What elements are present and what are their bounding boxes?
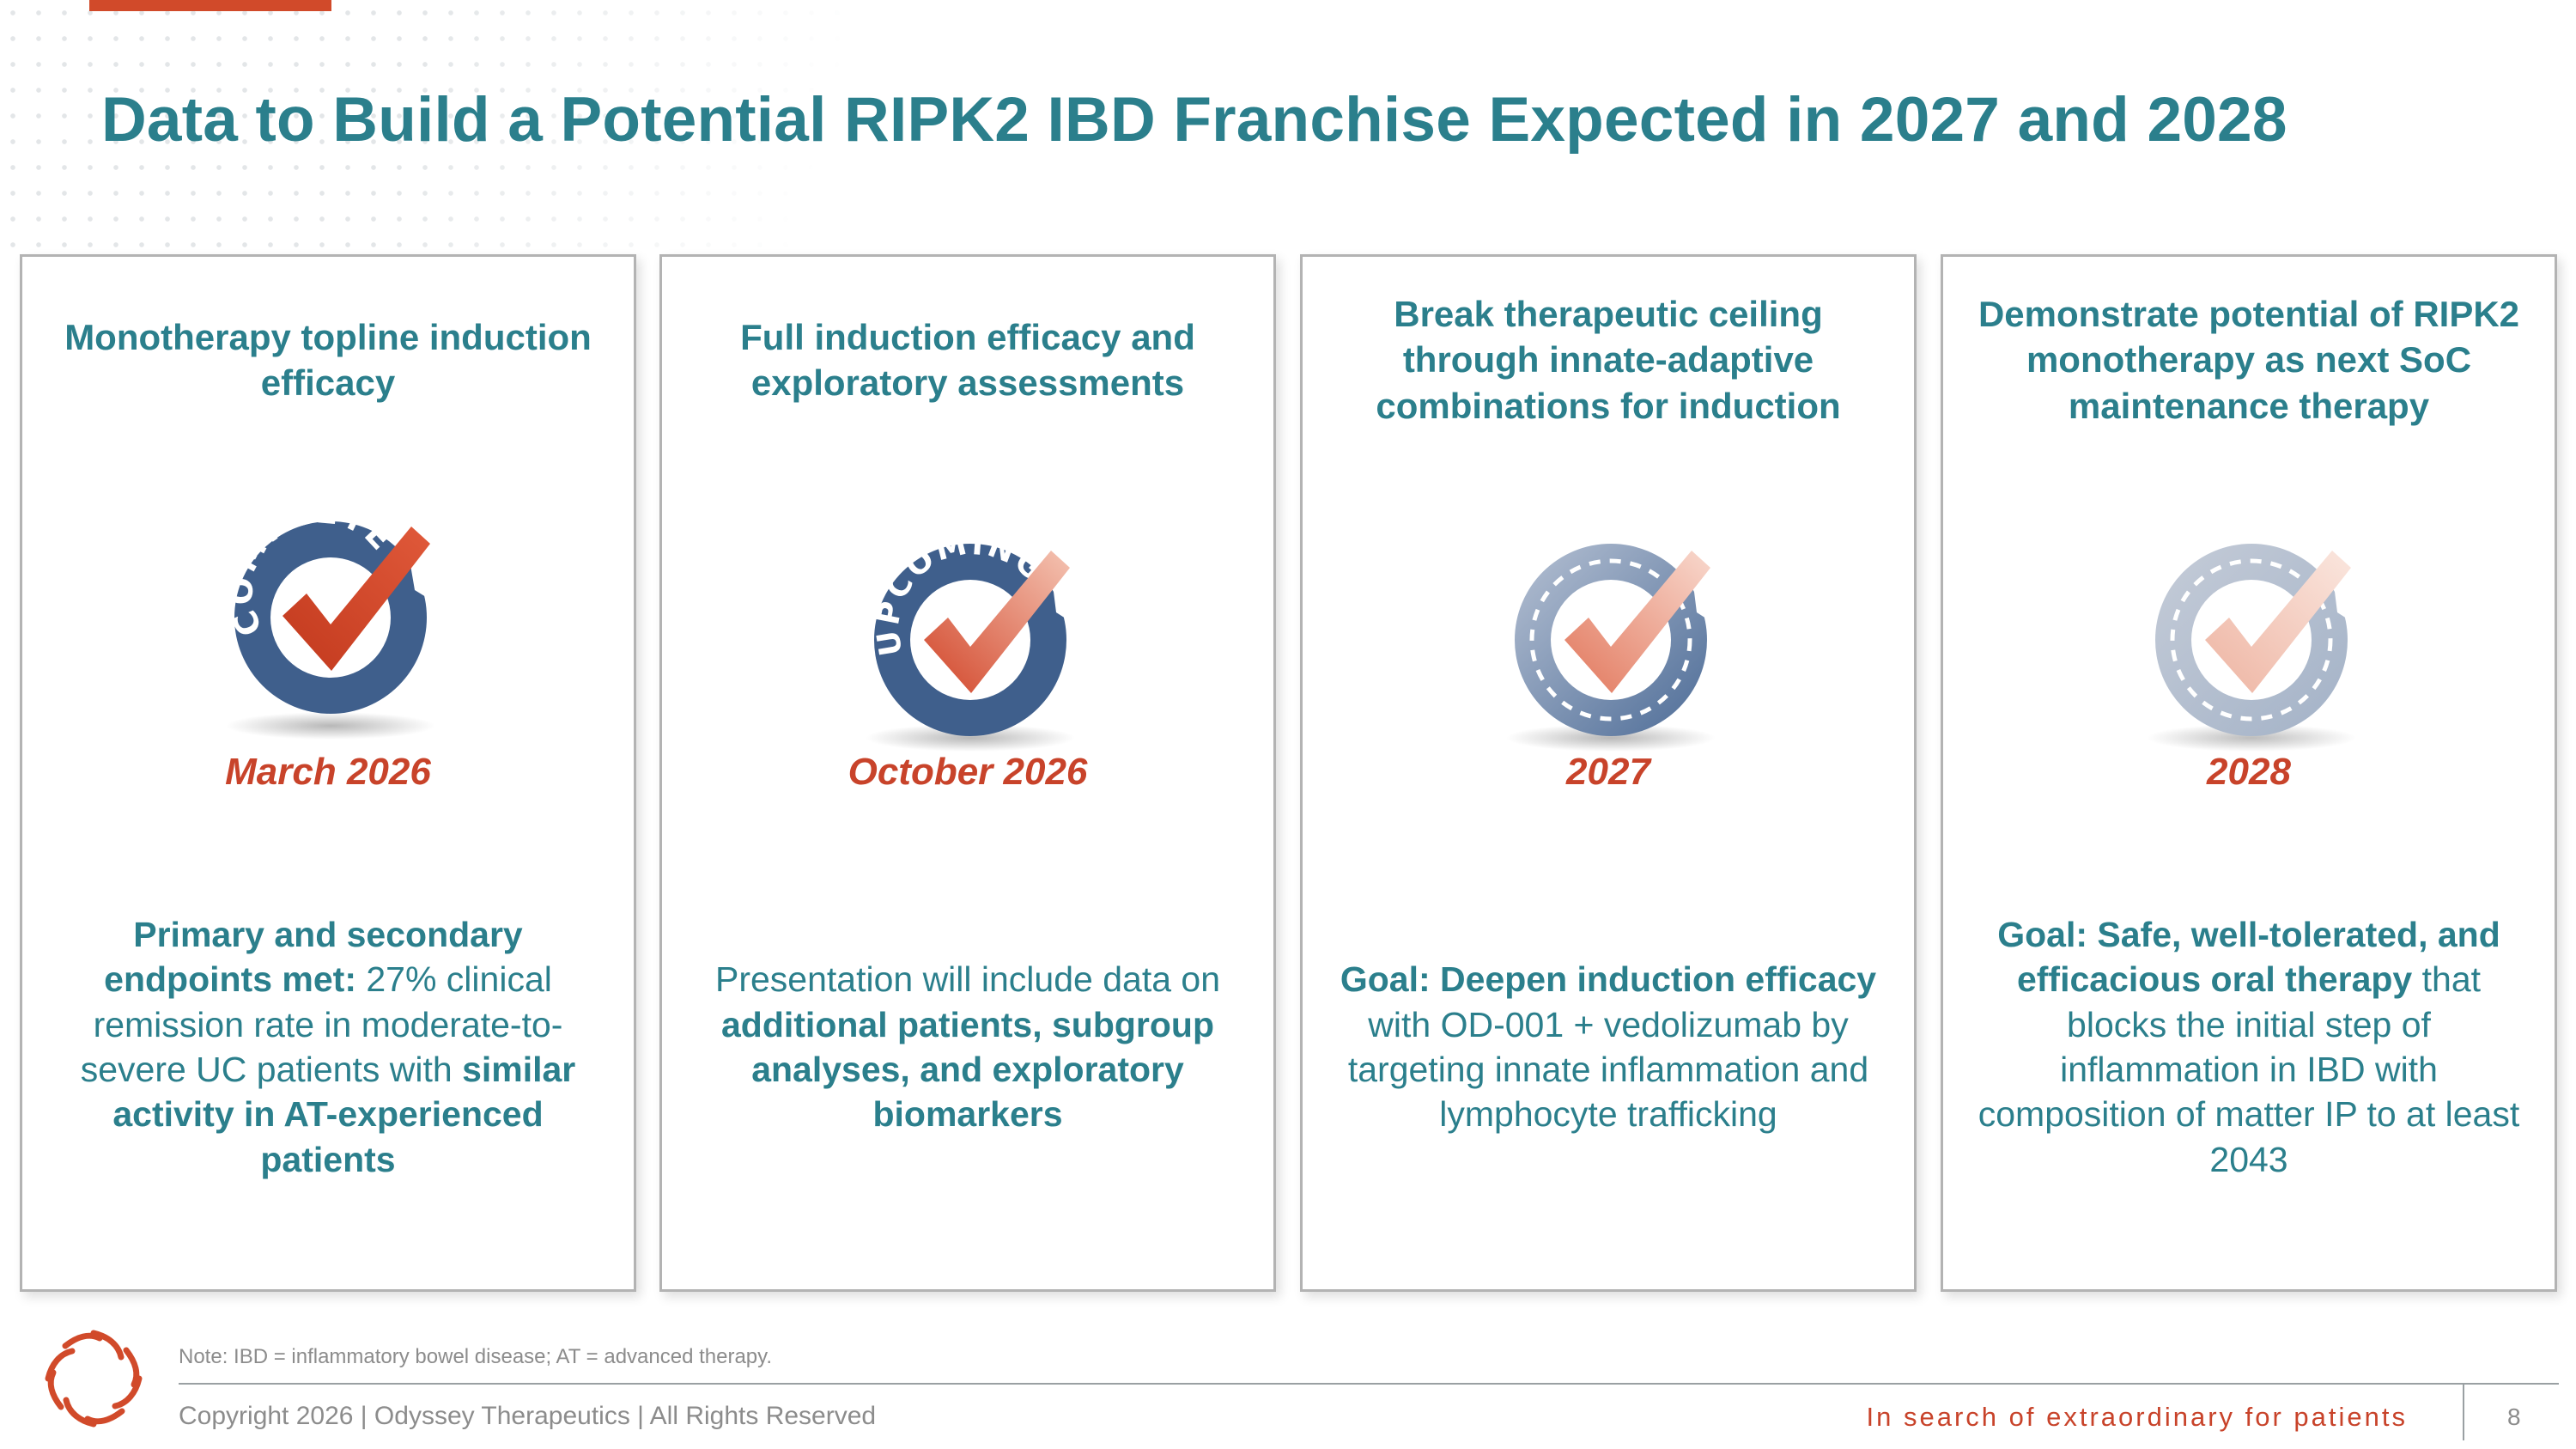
milestone-date: March 2026	[225, 751, 431, 793]
dot-pattern	[0, 0, 893, 258]
tagline: In search of extraordinary for patients	[1866, 1402, 2408, 1432]
footer-divider	[179, 1383, 2559, 1385]
accent-bar	[89, 0, 331, 11]
card-body: Presentation will include data on additi…	[696, 824, 1239, 1270]
body-text: Presentation will include data on	[714, 959, 1221, 1000]
page-number: 8	[2507, 1403, 2521, 1430]
card-body: Goal: Deepen induction efficacy with OD-…	[1337, 824, 1880, 1270]
card-body: Primary and secondary endpoints met: 27%…	[57, 824, 599, 1270]
body-bold: Primary and secondary endpoints met:	[104, 914, 523, 1000]
milestone-date: 2027	[1566, 751, 1650, 793]
copyright-text: Copyright 2026 | Odyssey Therapeutics | …	[179, 1402, 877, 1430]
page-number-divider	[2463, 1385, 2464, 1440]
footnote: Note: IBD = inflammatory bowel disease; …	[179, 1345, 773, 1368]
milestone-card-4: Demonstrate potential of RIPK2 monothera…	[1941, 254, 2557, 1292]
card-heading: Full induction efficacy and exploratory …	[740, 316, 1195, 403]
milestone-card-2: Full induction efficacy and exploratory …	[659, 254, 1276, 1292]
future-check-icon	[1482, 472, 1740, 755]
milestone-date: 2028	[2207, 751, 2291, 793]
odyssey-swirl-logo-icon	[39, 1324, 148, 1433]
card-heading: Monotherapy topline induction efficacy	[64, 316, 592, 403]
body-bold: Goal: Deepen induction efficacy	[1340, 959, 1877, 1000]
milestone-date: October 2026	[848, 751, 1088, 793]
body-bold: additional patients, subgroup analyses, …	[721, 1004, 1214, 1135]
card-heading: Break therapeutic ceiling through innate…	[1376, 294, 1841, 426]
body-bold: Goal: Safe, well-tolerated, and efficaci…	[1997, 914, 2500, 1000]
milestone-card-1: Monotherapy topline induction efficacy	[20, 254, 636, 1292]
page-title: Data to Build a Potential RIPK2 IBD Fran…	[101, 85, 2287, 155]
future-check-faded-icon	[2123, 472, 2380, 755]
card-heading: Demonstrate potential of RIPK2 monothera…	[1978, 294, 2520, 426]
body-text: 27% clinical remission rate in moderate-…	[80, 959, 563, 1089]
card-body: Goal: Safe, well-tolerated, and efficaci…	[1978, 824, 2520, 1270]
body-text: that blocks the initial step of inflamma…	[1978, 959, 2520, 1179]
completed-check-icon: COMPLETED	[202, 472, 459, 755]
body-bold: similar activity in AT-experienced patie…	[112, 1050, 576, 1179]
body-text: with OD-001 + vedolizumab by targeting i…	[1347, 1004, 1869, 1135]
upcoming-check-icon: UPCOMING	[841, 472, 1099, 755]
milestone-card-3: Break therapeutic ceiling through innate…	[1300, 254, 1917, 1292]
